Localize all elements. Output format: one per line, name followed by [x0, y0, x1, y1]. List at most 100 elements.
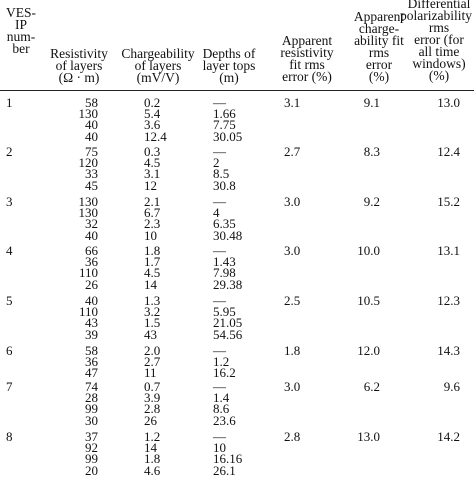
depth-value: 6.35	[213, 216, 236, 232]
chargeability-value: 1.3	[144, 293, 161, 308]
depth-value: 29.38	[213, 276, 243, 292]
ves-number: 6	[6, 343, 13, 358]
app-charge-error-value: 8.3	[363, 144, 380, 159]
chargeability-value: 4.5	[144, 155, 161, 171]
diff-pol-error-value: 12.3	[437, 293, 460, 308]
resistivity-value: 110	[78, 265, 98, 281]
header-app-charge-error: Apparent charge- ability fit rms error (…	[353, 9, 405, 84]
chargeability-value: 4.5	[144, 265, 161, 281]
chargeability-value: 2.7	[144, 354, 161, 370]
chargeability-value: 26	[144, 412, 157, 428]
resistivity-value: 40	[85, 128, 98, 144]
resistivity-value: 40	[85, 293, 98, 308]
app-res-error-value: 3.0	[284, 379, 301, 394]
app-charge-error-value: 6.2	[363, 379, 380, 394]
resistivity-value: 37	[85, 429, 98, 444]
chargeability-value: 2.1	[144, 194, 161, 209]
app-res-error-value: 3.0	[284, 194, 301, 209]
diff-pol-error-value: 12.4	[437, 144, 460, 159]
resistivity-value: 74	[85, 379, 98, 394]
depth-value: 1.4	[213, 390, 230, 406]
header-diff-pol-error: Differential polarizability fit rms erro…	[400, 0, 472, 83]
depth-value: 21.05	[213, 315, 243, 331]
header-depths: Depths of layer tops (m)	[202, 46, 256, 85]
resistivity-value: 99	[85, 401, 98, 417]
chargeability-value: 0.2	[144, 95, 161, 110]
depth-value: 54.56	[213, 326, 243, 342]
app-res-error-value: 1.8	[284, 343, 301, 358]
depth-value: 10	[213, 440, 226, 456]
resistivity-value: 36	[85, 354, 98, 370]
depth-value: —	[213, 194, 226, 209]
depth-value: 1.66	[213, 106, 236, 122]
chargeability-value: 12	[144, 177, 157, 193]
header-chargeability: Chargeability of layers (mV/V)	[121, 46, 195, 85]
resistivity-value: 130	[78, 194, 99, 209]
resistivity-value: 40	[85, 117, 98, 133]
app-res-error-value: 2.5	[284, 293, 301, 308]
diff-pol-error-value: 14.3	[437, 343, 460, 358]
chargeability-value: 10	[144, 227, 157, 243]
header-app-res-error: Apparent resistivity fit rms error (%)	[280, 33, 334, 84]
resistivity-value: 40	[85, 227, 98, 243]
depth-value: 26.1	[213, 462, 236, 478]
chargeability-value: 2.8	[144, 401, 161, 417]
chargeability-value: 3.6	[144, 117, 161, 133]
resistivity-value: 99	[85, 451, 98, 467]
depth-value: —	[213, 343, 226, 358]
resistivity-value: 20	[85, 462, 98, 478]
depth-value: 16.2	[213, 365, 236, 381]
depth-value: —	[213, 293, 226, 308]
depth-value: —	[213, 243, 226, 258]
resistivity-value: 75	[85, 144, 98, 159]
app-res-error-value: 2.7	[284, 144, 301, 159]
resistivity-value: 130	[78, 205, 99, 221]
resistivity-value: 28	[85, 390, 98, 406]
chargeability-value: 5.4	[144, 106, 161, 122]
chargeability-value: 1.8	[144, 451, 161, 467]
app-charge-error-value: 10.0	[357, 243, 380, 258]
depth-value: 7.98	[213, 265, 236, 281]
depth-value: —	[213, 144, 226, 159]
ves-number: 2	[6, 144, 13, 159]
resistivity-value: 43	[85, 315, 98, 331]
depth-value: 23.6	[213, 412, 236, 428]
depth-value: 16.16	[213, 451, 243, 467]
chargeability-value: 1.8	[144, 243, 161, 258]
depth-value: 8.6	[213, 401, 230, 417]
chargeability-value: 12.4	[144, 128, 167, 144]
chargeability-value: 1.2	[144, 429, 161, 444]
resistivity-value: 39	[85, 326, 98, 342]
chargeability-value: 6.7	[144, 205, 161, 221]
ves-number: 7	[6, 379, 13, 394]
chargeability-value: 43	[144, 326, 157, 342]
diff-pol-error-value: 13.1	[437, 243, 460, 258]
chargeability-value: 0.3	[144, 144, 161, 159]
ves-number: 4	[6, 243, 13, 258]
app-charge-error-value: 13.0	[357, 429, 380, 444]
diff-pol-error-value: 14.2	[437, 429, 460, 444]
resistivity-value: 92	[85, 440, 98, 456]
resistivity-value: 33	[85, 166, 98, 182]
chargeability-value: 2.3	[144, 216, 161, 232]
chargeability-value: 4.6	[144, 462, 161, 478]
depth-value: 5.95	[213, 304, 236, 320]
depth-value: 7.75	[213, 117, 236, 133]
resistivity-value: 32	[85, 216, 98, 232]
resistivity-value: 58	[85, 343, 98, 358]
chargeability-value: 1.7	[144, 254, 161, 270]
depth-value: 30.48	[213, 227, 243, 243]
depth-value: —	[213, 95, 226, 110]
resistivity-value: 47	[85, 365, 98, 381]
chargeability-value: 1.5	[144, 315, 161, 331]
depth-value: 30.05	[213, 128, 243, 144]
app-res-error-value: 3.1	[284, 95, 301, 110]
resistivity-value: 45	[85, 177, 98, 193]
depth-value: —	[213, 379, 226, 394]
ves-number: 8	[6, 429, 13, 444]
header-bottom-rule	[0, 90, 474, 91]
resistivity-value: 120	[78, 155, 99, 171]
depth-value: 1.43	[213, 254, 236, 270]
app-charge-error-value: 10.5	[357, 293, 380, 308]
chargeability-value: 2.0	[144, 343, 161, 358]
